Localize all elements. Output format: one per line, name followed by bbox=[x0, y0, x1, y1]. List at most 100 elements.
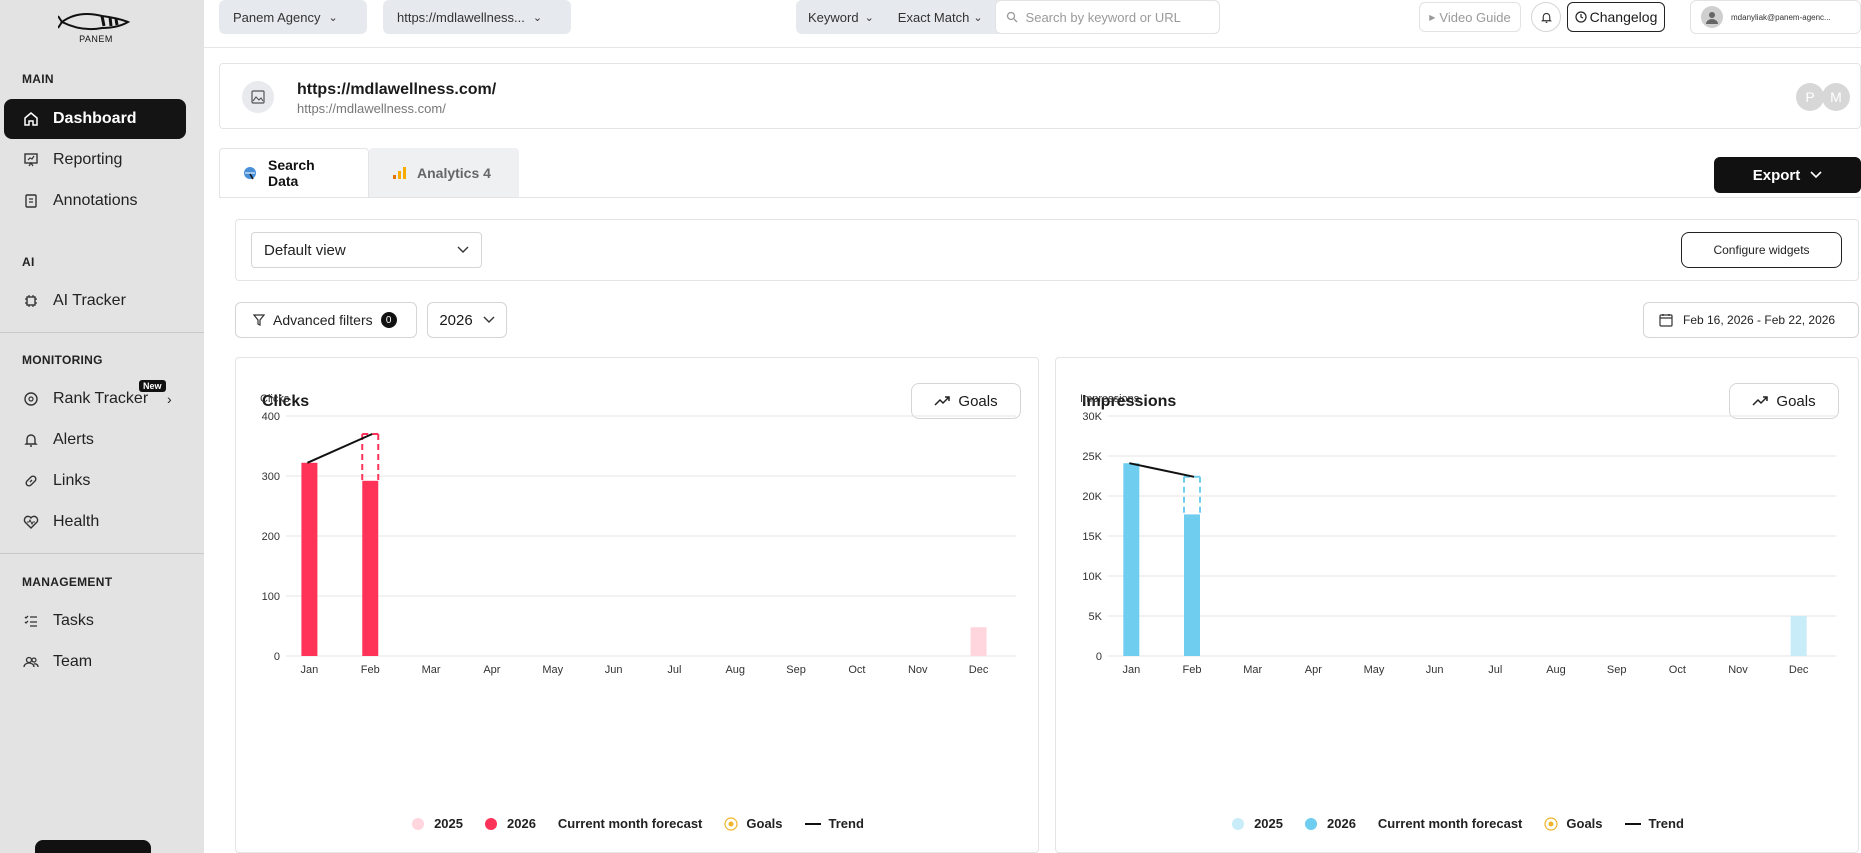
configure-widgets-button[interactable]: Configure widgets bbox=[1681, 232, 1842, 268]
legend-goals[interactable]: Goals bbox=[1544, 816, 1603, 831]
x-tick-label: Dec bbox=[969, 664, 989, 676]
calendar-icon bbox=[1659, 314, 1673, 327]
sidebar-bottom-button[interactable] bbox=[35, 840, 151, 853]
x-tick-label: Mar bbox=[422, 664, 441, 676]
legend-2026[interactable]: 2026 bbox=[485, 816, 536, 831]
tab-analytics-4[interactable]: Analytics 4 bbox=[369, 148, 519, 198]
x-tick-label: Aug bbox=[725, 664, 745, 676]
legend-trend[interactable]: Trend bbox=[804, 816, 864, 831]
link-icon bbox=[23, 473, 39, 489]
site-select[interactable]: https://mdlawellness... ⌄ bbox=[383, 0, 571, 34]
checklist-icon bbox=[23, 613, 39, 629]
date-range-picker[interactable]: Feb 16, 2026 - Feb 22, 2026 bbox=[1643, 302, 1859, 338]
x-tick-label: Apr bbox=[483, 664, 500, 676]
legend-label: 2025 bbox=[434, 816, 463, 831]
legend-label: 2026 bbox=[1327, 816, 1356, 831]
y-tick-label: 10K bbox=[1082, 571, 1102, 583]
y-tick-label: 100 bbox=[262, 591, 280, 603]
sidebar-item-team[interactable]: Team bbox=[4, 642, 186, 682]
x-tick-label: Feb bbox=[361, 664, 380, 676]
view-toolbar bbox=[235, 219, 1859, 281]
section-ai: AI bbox=[22, 255, 35, 269]
x-tick-label: Nov bbox=[1728, 664, 1748, 676]
sidebar-item-links[interactable]: Links bbox=[4, 461, 186, 501]
legend-trend[interactable]: Trend bbox=[1624, 816, 1684, 831]
avatar[interactable]: P bbox=[1796, 83, 1824, 111]
clock-icon bbox=[1575, 11, 1587, 23]
sidebar-item-rank-tracker[interactable]: Rank Tracker › bbox=[4, 379, 186, 419]
legend-label: Goals bbox=[1566, 816, 1603, 831]
trending-up-icon bbox=[934, 396, 951, 406]
export-label: Export bbox=[1752, 166, 1801, 184]
y-tick-label: 20K bbox=[1082, 491, 1102, 503]
legend-forecast[interactable]: Current month forecast bbox=[1378, 816, 1522, 831]
x-tick-label: Feb bbox=[1183, 664, 1202, 676]
sidebar-item-label: Links bbox=[53, 472, 91, 489]
sidebar-item-ai-tracker[interactable]: AI Tracker bbox=[4, 281, 186, 321]
play-icon: ▶ bbox=[1429, 12, 1436, 22]
sidebar-item-health[interactable]: Health bbox=[4, 502, 186, 542]
panem-logo[interactable]: PANEM bbox=[57, 8, 134, 46]
legend-2025[interactable]: 2025 bbox=[1232, 816, 1283, 831]
bar-2026-jan bbox=[301, 462, 318, 656]
sidebar-item-alerts[interactable]: Alerts bbox=[4, 420, 186, 460]
year-select[interactable]: 2026 bbox=[427, 302, 507, 338]
legend-label: 2026 bbox=[507, 816, 536, 831]
match-mode-label: Exact Match bbox=[897, 9, 970, 25]
legend-swatch bbox=[1305, 817, 1317, 830]
legend-label: 2025 bbox=[1254, 816, 1283, 831]
sidebar-item-tasks[interactable]: Tasks bbox=[4, 601, 186, 641]
advanced-filters-button[interactable]: Advanced filters 0 bbox=[235, 302, 417, 338]
keyword-mode-select[interactable]: Keyword ⌄ bbox=[796, 0, 886, 34]
view-select[interactable]: Default view bbox=[251, 232, 482, 268]
legend-forecast[interactable]: Current month forecast bbox=[558, 816, 702, 831]
tab-search-data[interactable]: Search Data bbox=[219, 148, 369, 198]
heart-pulse-icon bbox=[23, 514, 39, 530]
y-axis-label: Impressions bbox=[1080, 393, 1140, 405]
x-tick-label: Nov bbox=[908, 664, 928, 676]
agency-select[interactable]: Panem Agency ⌄ bbox=[219, 0, 367, 34]
x-tick-label: Dec bbox=[1789, 664, 1809, 676]
legend-2026[interactable]: 2026 bbox=[1305, 816, 1356, 831]
sidebar-item-reporting[interactable]: Reporting bbox=[4, 140, 186, 180]
user-menu[interactable]: mdanyliak@panem-agenc... bbox=[1690, 0, 1861, 34]
tab-label: Analytics 4 bbox=[417, 165, 491, 181]
goals-button[interactable]: Goals bbox=[911, 383, 1021, 419]
sidebar-item-label: Reporting bbox=[53, 151, 123, 168]
y-tick-label: 15K bbox=[1082, 531, 1102, 543]
sidebar: PANEM MAIN Dashboard Reporting Annotatio… bbox=[0, 0, 204, 853]
legend-goals[interactable]: Goals bbox=[724, 816, 783, 831]
chart-legend: 2025 2026 Current month forecast Goals T… bbox=[1056, 816, 1860, 831]
goal-marker-icon bbox=[1544, 816, 1558, 831]
agency-label: Panem Agency bbox=[233, 9, 321, 25]
analytics-icon bbox=[391, 165, 407, 181]
home-icon bbox=[23, 111, 39, 127]
legend-swatch bbox=[412, 817, 425, 830]
clicks-widget: Clicks Goals Clicks 0 100 200 300 400 Jan Feb Ma… bbox=[235, 357, 1039, 853]
y-tick-label: 0 bbox=[1096, 651, 1102, 663]
sidebar-item-dashboard[interactable]: Dashboard bbox=[4, 99, 186, 139]
match-mode-select[interactable]: Exact Match ⌄ bbox=[886, 0, 995, 34]
x-tick-label: Jan bbox=[301, 664, 319, 676]
goals-button[interactable]: Goals bbox=[1729, 383, 1839, 419]
filter-icon bbox=[253, 314, 265, 326]
x-tick-label: Mar bbox=[1243, 664, 1262, 676]
export-button[interactable]: Export bbox=[1714, 157, 1861, 193]
chevron-down-icon: ⌄ bbox=[864, 11, 874, 24]
sidebar-item-annotations[interactable]: Annotations bbox=[4, 181, 186, 221]
search-input[interactable]: Search by keyword or URL bbox=[994, 0, 1220, 34]
site-select-label: https://mdlawellness... bbox=[397, 9, 525, 25]
target-icon bbox=[23, 391, 39, 407]
changelog-button[interactable]: Changelog bbox=[1567, 2, 1665, 32]
video-guide-button[interactable]: ▶ Video Guide bbox=[1419, 2, 1521, 32]
bell-icon bbox=[23, 432, 39, 448]
avatar[interactable]: M bbox=[1822, 83, 1850, 111]
sidebar-item-label: Annotations bbox=[53, 192, 138, 209]
search-bar: Keyword ⌄ Exact Match ⌄ Search by keywor… bbox=[796, 0, 1220, 34]
notifications-button[interactable] bbox=[1531, 2, 1561, 32]
video-guide-label: Video Guide bbox=[1439, 9, 1511, 25]
filter-count-badge: 0 bbox=[380, 312, 397, 328]
sidebar-item-label: Team bbox=[53, 653, 93, 670]
legend-2025[interactable]: 2025 bbox=[412, 816, 463, 831]
y-tick-label: 400 bbox=[262, 411, 280, 423]
